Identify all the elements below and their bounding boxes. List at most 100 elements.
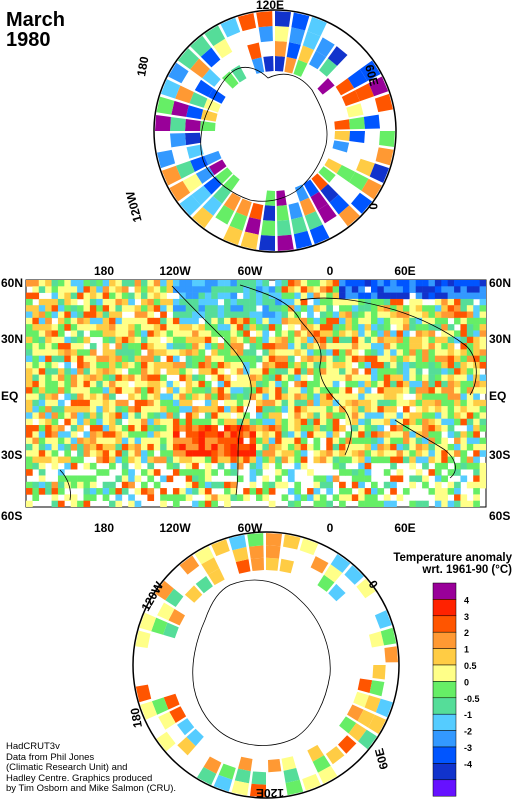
anomaly-cell [358,488,365,495]
np-label-right: 60E [362,63,381,87]
anomaly-cell [185,343,193,350]
anomaly-cell [64,336,72,344]
anomaly-cell [185,393,193,401]
anomaly-cell [422,380,429,388]
anomaly-cell [128,456,135,464]
anomaly-cell [38,305,46,312]
polar-anomaly-cell [200,47,221,68]
anomaly-cell [422,311,429,319]
anomaly-cell [211,494,218,501]
anomaly-cell [96,456,103,464]
anomaly-cell [32,311,40,319]
anomaly-cell [307,311,314,319]
anomaly-cell [128,475,135,483]
anomaly-cell [262,425,270,432]
anomaly-cell [422,292,429,300]
anomaly-cell [256,311,263,319]
anomaly-cell [402,286,410,293]
anomaly-cell [192,425,199,432]
anomaly-cell [121,380,129,388]
anomaly-cell [332,280,340,287]
anomaly-cell [102,443,110,451]
anomaly-cell [479,349,486,356]
anomaly-cell [256,456,263,464]
anomaly-cell [83,336,91,344]
anomaly-cell [351,481,359,489]
anomaly-cell [128,393,135,401]
anomaly-cell [166,475,174,483]
anomaly-cell [345,488,353,495]
anomaly-cell [281,286,289,293]
anomaly-cell [26,431,33,438]
anomaly-cell [153,443,161,451]
anomaly-cell [358,361,365,369]
anomaly-cell [364,488,372,495]
anomaly-cell [281,292,289,300]
anomaly-cell [422,343,429,350]
anomaly-cell [447,286,455,293]
anomaly-cell [326,488,333,495]
anomaly-cell [172,343,180,350]
anomaly-cell [96,368,103,375]
anomaly-cell [147,361,155,369]
polar-anomaly-cell [194,79,214,97]
anomaly-cell [128,368,135,375]
anomaly-cell [364,462,372,470]
anomaly-cell [230,298,238,306]
anomaly-cell [268,311,276,319]
anomaly-cell [77,481,84,489]
anomaly-cell [243,330,250,338]
anomaly-cell [77,311,84,319]
anomaly-cell [211,500,218,507]
anomaly-cell [371,355,378,363]
anomaly-cell [294,330,302,338]
anomaly-cell [160,298,167,306]
anomaly-cell [192,500,199,507]
anomaly-cell [217,387,225,394]
anomaly-cell [441,387,448,394]
anomaly-cell [217,349,225,356]
anomaly-cell [377,387,385,394]
anomaly-cell [38,450,46,457]
anomaly-cell [89,380,97,388]
anomaly-cell [70,412,78,420]
anomaly-cell [307,330,314,338]
anomaly-cell [217,311,225,319]
polar-anomaly-cell [374,610,392,629]
anomaly-cell [198,437,206,445]
anomaly-cell [358,500,365,507]
anomaly-cell [409,500,417,507]
anomaly-cell [466,481,474,489]
anomaly-cell [134,361,142,369]
anomaly-cell [294,406,302,413]
anomaly-cell [402,399,410,407]
anomaly-cell [236,361,244,369]
anomaly-cell [396,456,404,464]
anomaly-cell [224,399,231,407]
anomaly-cell [345,292,353,300]
anomaly-cell [147,286,155,293]
anomaly-cell [179,469,187,476]
anomaly-cell [428,431,436,438]
anomaly-cell [351,431,359,438]
anomaly-cell [192,361,199,369]
anomaly-cell [147,399,155,407]
anomaly-cell [198,406,206,413]
anomaly-cell [441,450,448,457]
anomaly-cell [479,286,486,293]
anomaly-cell [339,330,346,338]
anomaly-cell [102,469,110,476]
anomaly-cell [466,305,474,312]
anomaly-cell [211,387,218,394]
anomaly-cell [179,418,187,426]
anomaly-cell [141,298,148,306]
anomaly-cell [102,431,110,438]
anomaly-cell [172,425,180,432]
anomaly-cell [51,311,59,319]
anomaly-cell [38,330,46,338]
anomaly-cell [473,418,480,426]
anomaly-cell [377,500,385,507]
anomaly-cell [192,298,199,306]
anomaly-cell [243,443,250,451]
anomaly-cell [396,412,404,420]
